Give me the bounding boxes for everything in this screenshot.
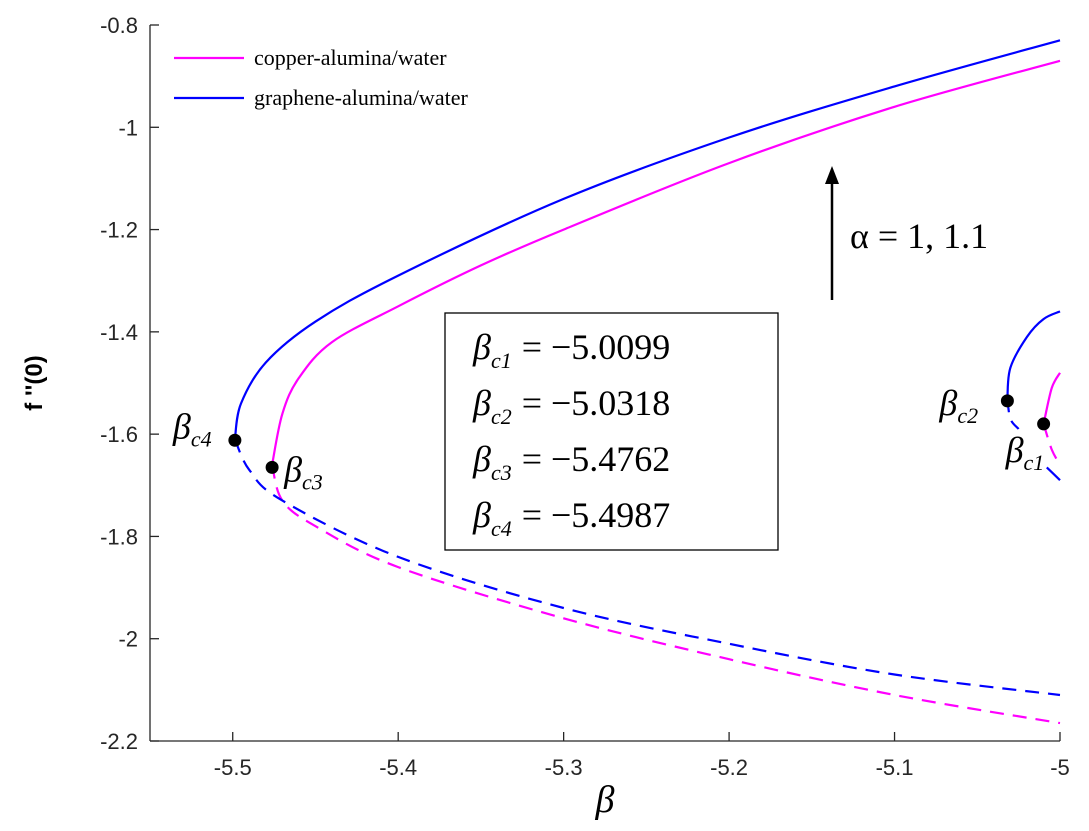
critical-value-row: βc4 = −5.4987 <box>472 495 670 541</box>
series-copper-solid-branch <box>271 59 1061 466</box>
y-tick-label: -1.2 <box>100 218 138 243</box>
critical-point-label-c2: βc2 <box>938 383 978 428</box>
legend-label-graphene: graphene-alumina/water <box>254 85 468 110</box>
y-tick-label: -1 <box>118 115 138 140</box>
critical-point-c1 <box>1037 417 1051 431</box>
series-copper-solid-branch <box>1042 372 1061 425</box>
critical-point-label-c4: βc4 <box>172 406 212 451</box>
alpha-label: α = 1, 1.1 <box>850 216 988 256</box>
critical-point-c3 <box>265 460 279 474</box>
series-graphene-solid-branch <box>1046 466 1061 481</box>
series-graphene-solid-branch <box>1006 310 1061 399</box>
x-tick-label: -5.3 <box>545 755 583 780</box>
legend: copper-alumina/water graphene-alumina/wa… <box>160 33 623 119</box>
alpha-annotation: α = 1, 1.1 <box>825 166 988 300</box>
y-tick-label: -2 <box>118 627 138 652</box>
critical-point-c2 <box>1000 394 1014 408</box>
critical-value-row: βc3 = −5.4762 <box>472 439 670 485</box>
x-tick-label: -5.5 <box>214 755 252 780</box>
critical-values-frame <box>444 312 779 551</box>
legend-label-copper: copper-alumina/water <box>254 45 447 70</box>
y-tick-label: -1.8 <box>100 524 138 549</box>
y-tick-label: -1.6 <box>100 422 138 447</box>
series-graphene-dashed-branch <box>233 438 1061 697</box>
x-tick-label: -5.1 <box>876 755 914 780</box>
y-ticks: -0.8 -1 -1.2 -1.4 -1.6 -1.8 -2 -2.2 <box>100 13 159 754</box>
y-axis-label: f ''(0) <box>21 355 48 410</box>
critical-values-box: βc1 = −5.0099 βc2 = −5.0318 βc3 = −5.4762 βc4 =… <box>444 312 779 551</box>
alpha-arrow-head <box>825 166 839 184</box>
x-ticks: -5.5 -5.4 -5.3 -5.2 -5.1 -5 <box>214 732 1070 780</box>
y-tick-label: -2.2 <box>100 729 138 754</box>
critical-point-label-c3: βc3 <box>283 449 323 494</box>
y-tick-label: -0.8 <box>100 13 138 38</box>
x-tick-label: -5 <box>1050 755 1070 780</box>
critical-point-c4 <box>228 433 242 447</box>
series-graphene-solid-branch <box>233 39 1061 440</box>
critical-value-row: βc2 = −5.0318 <box>472 383 670 429</box>
y-tick-label: -1.4 <box>100 320 138 345</box>
series-copper-dashed-branch <box>271 464 1061 725</box>
critical-values-rows: βc1 = −5.0099 βc2 = −5.0318 βc3 = −5.4762 βc4 =… <box>472 327 670 541</box>
legend-box <box>160 33 623 119</box>
critical-value-row: βc1 = −5.0099 <box>472 327 670 373</box>
x-tick-label: -5.2 <box>710 755 748 780</box>
x-tick-label: -5.4 <box>379 755 417 780</box>
curves-layer <box>233 39 1061 725</box>
critical-points-layer: βc1 βc2 βc3 βc4 <box>172 383 1051 494</box>
critical-point-label-c1: βc1 <box>1005 430 1045 475</box>
x-axis-label: β <box>595 779 615 821</box>
